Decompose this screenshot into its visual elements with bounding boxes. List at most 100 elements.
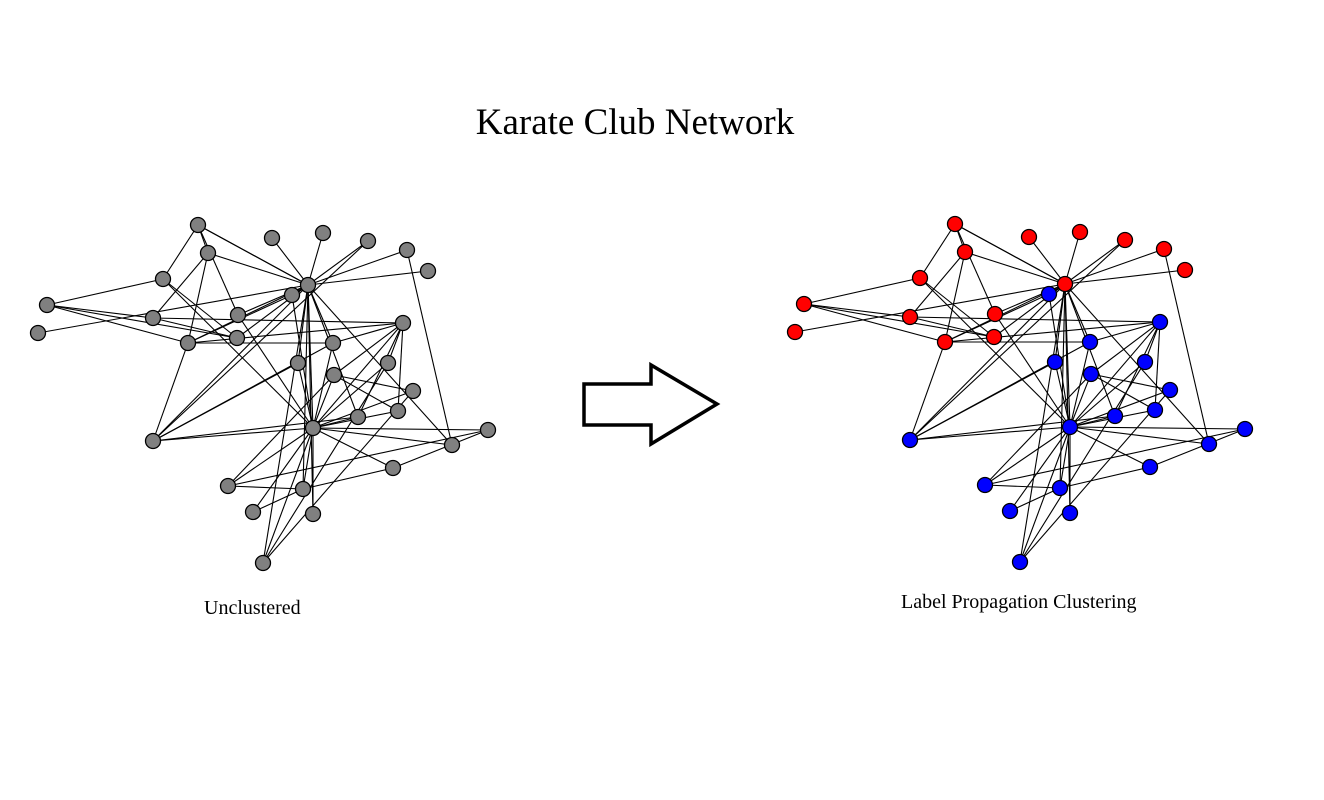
clustered-graph bbox=[786, 215, 1254, 571]
unclustered-edge bbox=[162, 278, 238, 339]
unclustered-edge bbox=[406, 249, 453, 446]
unclustered-node bbox=[199, 244, 217, 262]
clustered-node bbox=[1081, 333, 1099, 351]
clustered-edge bbox=[909, 361, 1056, 441]
clustered-edge bbox=[1064, 269, 1186, 285]
unclustered-node bbox=[325, 366, 343, 384]
unclustered-edge bbox=[227, 374, 335, 487]
unclustered-edge bbox=[207, 252, 309, 286]
unclustered-edge bbox=[197, 224, 309, 286]
unclustered-edge bbox=[152, 427, 314, 442]
clustered-edge bbox=[1064, 239, 1126, 285]
unclustered-edge bbox=[152, 342, 189, 442]
clustered-node bbox=[1061, 504, 1079, 522]
page-title: Karate Club Network bbox=[475, 102, 795, 143]
unclustered-node bbox=[349, 408, 367, 426]
unclustered-edge bbox=[271, 237, 309, 286]
clustered-edge bbox=[1114, 321, 1161, 417]
unclustered-node bbox=[398, 241, 416, 259]
unclustered-edge bbox=[307, 240, 369, 286]
unclustered-edge bbox=[252, 488, 304, 513]
clustered-edge bbox=[954, 223, 1066, 285]
unclustered-node bbox=[254, 554, 272, 572]
clustered-node bbox=[946, 215, 964, 233]
unclustered-edge bbox=[187, 322, 404, 344]
clustered-node bbox=[901, 308, 919, 326]
unclustered-edge bbox=[152, 252, 209, 319]
clustered-edge bbox=[1154, 321, 1161, 411]
clustered-edge bbox=[803, 303, 946, 343]
unclustered-edge bbox=[333, 322, 404, 376]
clustered-node bbox=[911, 269, 929, 287]
unclustered-node bbox=[314, 224, 332, 242]
clustered-edge bbox=[909, 251, 966, 318]
clustered-node bbox=[1051, 479, 1069, 497]
clustered-node bbox=[1141, 458, 1159, 476]
clustered-edge bbox=[794, 283, 1066, 333]
clustered-edge bbox=[1069, 426, 1151, 468]
unclustered-edge bbox=[262, 362, 389, 564]
unclustered-node bbox=[299, 276, 317, 294]
clustered-node bbox=[1155, 240, 1173, 258]
unclustered-edge bbox=[152, 317, 404, 324]
unclustered-edge bbox=[262, 284, 309, 564]
clustered-edge bbox=[1090, 373, 1171, 391]
unclustered-edge bbox=[46, 278, 164, 306]
clustered-edge bbox=[1019, 389, 1171, 563]
unclustered-node bbox=[394, 314, 412, 332]
clustered-edge bbox=[1059, 466, 1151, 489]
unclustered-edge bbox=[312, 374, 335, 429]
clustered-node bbox=[936, 333, 954, 351]
unclustered-edge bbox=[307, 232, 324, 286]
unclustered-edge bbox=[162, 224, 199, 280]
clustered-edge bbox=[1069, 321, 1161, 428]
unclustered-edge bbox=[333, 374, 399, 412]
unclustered-node bbox=[294, 480, 312, 498]
right-arrow-icon bbox=[582, 361, 721, 448]
clustered-edge bbox=[919, 223, 956, 279]
clustered-edge bbox=[944, 321, 1161, 343]
unclustered-edge bbox=[46, 304, 189, 344]
unclustered-node bbox=[219, 477, 237, 495]
clustered-edge bbox=[1009, 487, 1061, 512]
clustered-edge bbox=[803, 303, 911, 318]
clustered-node bbox=[1146, 401, 1164, 419]
unclustered-edge bbox=[307, 284, 453, 446]
clustered-edge bbox=[1069, 426, 1210, 445]
clustered-node bbox=[1236, 420, 1254, 438]
clustered-node bbox=[1176, 261, 1194, 279]
unclustered-node bbox=[244, 503, 262, 521]
clustered-edge bbox=[1069, 341, 1091, 428]
unclustered-edge bbox=[312, 390, 414, 429]
unclustered-edge bbox=[197, 224, 239, 316]
clustered-edge bbox=[1069, 361, 1146, 428]
clustered-edge bbox=[1064, 231, 1081, 285]
clustered-node bbox=[976, 476, 994, 494]
unclustered-edge bbox=[262, 390, 414, 564]
unclustered-edge bbox=[357, 322, 404, 418]
clustered-edge bbox=[984, 426, 1071, 486]
unclustered-node bbox=[419, 262, 437, 280]
unclustered-edge bbox=[312, 362, 389, 429]
unclustered-edge bbox=[333, 374, 414, 392]
clustered-edge bbox=[919, 277, 1071, 428]
unclustered-node bbox=[38, 296, 56, 314]
unclustered-node bbox=[29, 324, 47, 342]
clustered-node bbox=[1001, 502, 1019, 520]
clustered-edge bbox=[1090, 321, 1161, 375]
clustered-edge bbox=[984, 484, 1061, 489]
unclustered-edge bbox=[312, 342, 334, 429]
unclustered-node bbox=[384, 459, 402, 477]
unclustered-node bbox=[283, 286, 301, 304]
unclustered-node bbox=[379, 354, 397, 372]
unclustered-node bbox=[304, 419, 322, 437]
unclustered-edge bbox=[392, 429, 489, 469]
clustered-node bbox=[1082, 365, 1100, 383]
unclustered-node bbox=[144, 309, 162, 327]
unclustered-edge bbox=[46, 304, 154, 319]
clustered-edge bbox=[1019, 283, 1066, 563]
clustered-node bbox=[1106, 407, 1124, 425]
unclustered-edge bbox=[227, 485, 304, 490]
clustered-node bbox=[1020, 228, 1038, 246]
clustered-edge bbox=[919, 277, 995, 338]
